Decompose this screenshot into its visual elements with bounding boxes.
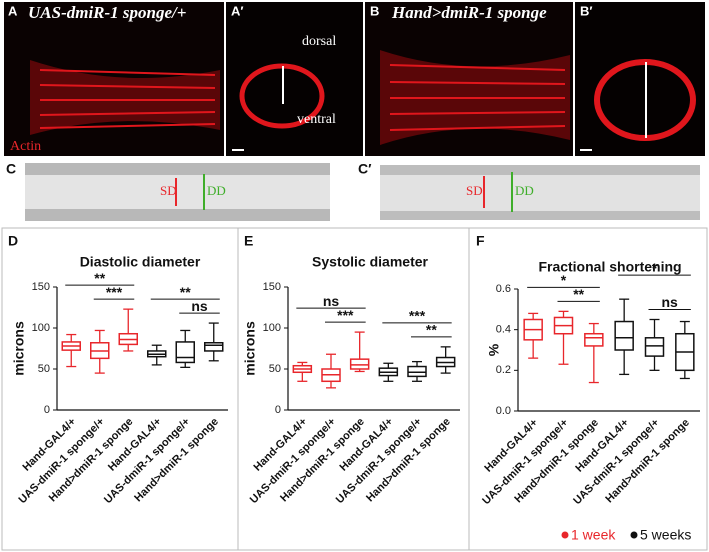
kymograph-band [25, 175, 330, 209]
y-tick-label: 0.4 [496, 324, 511, 336]
y-tick-label: 0.6 [496, 283, 511, 295]
significance-label: * [561, 272, 567, 288]
significance-label: ** [180, 284, 191, 300]
box [204, 342, 224, 352]
y-tick-label: 100 [32, 322, 50, 334]
panel-label: D [8, 233, 18, 249]
panel-label: A′ [231, 3, 244, 18]
box [175, 341, 195, 364]
heart-tube [30, 60, 220, 135]
significance-label: ns [661, 294, 678, 310]
y-axis-label: % [486, 343, 502, 356]
box [584, 332, 604, 347]
dd-label: DD [207, 183, 226, 198]
legend-label: 5 weeks [640, 527, 691, 543]
actin-fibers [39, 69, 216, 129]
box [614, 320, 634, 351]
y-axis-label: microns [11, 321, 27, 376]
panel-label: B [370, 3, 379, 18]
y-tick-label: 150 [32, 281, 50, 293]
sd-label: SD [466, 183, 483, 198]
significance-label: ** [426, 322, 437, 338]
significance-label: * [652, 260, 658, 276]
microscopy-panels: A UAS-dmiR-1 sponge/+ A′ dorsal ventral … [4, 2, 705, 221]
panel-label: F [476, 233, 485, 249]
significance-label: *** [106, 284, 123, 300]
box [349, 358, 370, 370]
y-tick-label: 0.2 [496, 364, 511, 376]
kymograph-band [380, 175, 700, 211]
significance-label: ns [191, 298, 208, 314]
panel-title: UAS-dmiR-1 sponge/+ [28, 3, 186, 22]
actin-fibers [389, 64, 566, 131]
x-tick-label: Hand-GAL4/+ [573, 417, 631, 475]
panel-label: C [6, 161, 16, 177]
box [407, 365, 427, 378]
significance-label: ** [94, 270, 105, 286]
dd-label: DD [515, 183, 534, 198]
orientation-label: ventral [297, 112, 336, 127]
x-tick-label: Hand-GAL4/+ [482, 417, 540, 475]
y-tick-label: 150 [263, 281, 281, 293]
legend-dot [630, 531, 638, 539]
sd-label: SD [160, 183, 177, 198]
y-tick-label: 0.0 [496, 405, 511, 417]
panel-label: E [244, 233, 253, 249]
y-tick-label: 0 [44, 404, 50, 416]
stain-label: Actin [10, 139, 41, 154]
panel-title: Hand>dmiR-1 sponge [391, 3, 547, 22]
legend-label: 1 week [571, 527, 616, 543]
y-tick-label: 50 [269, 363, 281, 375]
significance-label: *** [409, 308, 426, 324]
y-tick-label: 50 [38, 363, 50, 375]
significance-label: ** [573, 286, 584, 302]
y-axis-label: microns [242, 321, 258, 376]
orientation-label: dorsal [302, 34, 336, 49]
panel-label: C′ [358, 161, 372, 177]
box [644, 337, 665, 357]
y-tick-label: 0 [275, 404, 281, 416]
significance-label: *** [337, 307, 354, 323]
legend-dot [561, 531, 569, 539]
panel-label: A [8, 3, 18, 18]
chart-frame [1, 227, 708, 551]
panel-label: B′ [580, 3, 593, 18]
y-tick-label: 100 [263, 322, 281, 334]
chart-title: Diastolic diameter [80, 254, 201, 270]
significance-label: ns [323, 293, 340, 309]
chart-title: Systolic diameter [312, 254, 428, 270]
chart-title: Fractional shortening [538, 259, 681, 275]
